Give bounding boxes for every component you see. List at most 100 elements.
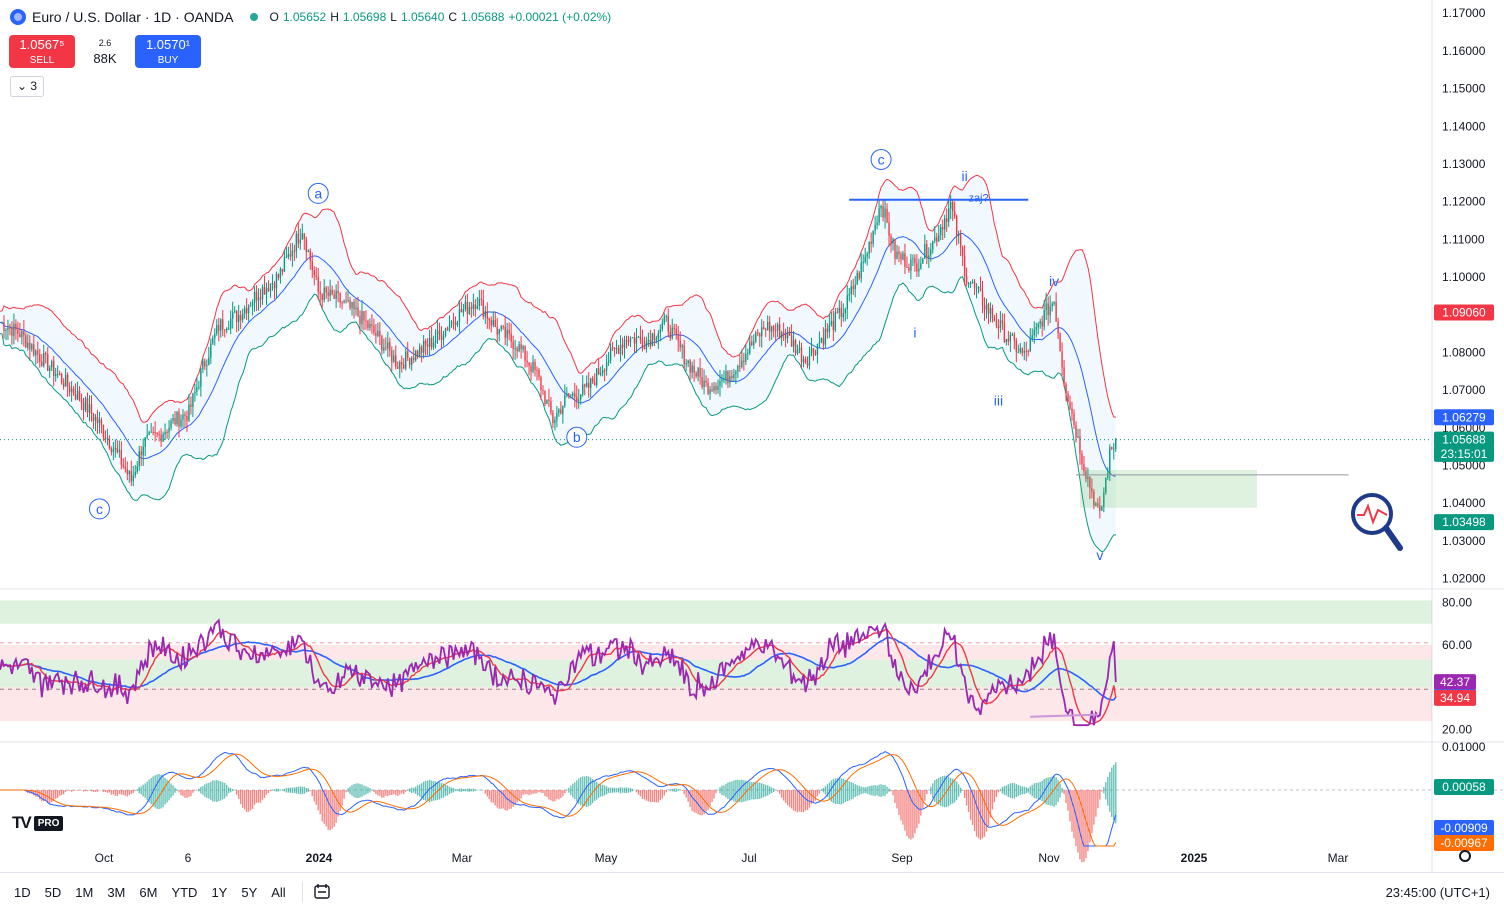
wave-label: iv: [1049, 273, 1059, 289]
timeframe-1m[interactable]: 1M: [69, 882, 99, 903]
candle-body: [528, 362, 529, 366]
candle-body: [15, 324, 16, 330]
symbol-title[interactable]: Euro / U.S. Dollar · 1D · OANDA: [32, 9, 234, 25]
timeframe-6m[interactable]: 6M: [133, 882, 163, 903]
candle-body: [1028, 351, 1029, 352]
timeframe-all[interactable]: All: [265, 882, 291, 903]
candle-body: [958, 235, 959, 236]
candle-body: [316, 275, 317, 277]
candle-body: [805, 359, 806, 364]
candle-body: [379, 331, 380, 336]
candle-body: [232, 313, 233, 319]
candle-body: [133, 475, 134, 481]
candle-body: [552, 413, 553, 423]
candle-body: [5, 330, 6, 331]
timeframe-1d[interactable]: 1D: [8, 882, 37, 903]
candle-body: [361, 311, 362, 324]
candle-body: [7, 328, 8, 330]
timeframe-5d[interactable]: 5D: [39, 882, 68, 903]
candle-body: [11, 328, 12, 336]
candle-body: [588, 383, 589, 388]
candle-body: [693, 366, 694, 373]
candle-body: [29, 343, 30, 350]
candle-body: [888, 222, 889, 236]
candle-body: [882, 206, 883, 218]
candle-body: [465, 302, 466, 309]
price-axis-tick: 1.10000: [1442, 270, 1486, 284]
candle-body: [864, 257, 865, 262]
candle-body: [381, 336, 382, 350]
candle-body: [968, 283, 969, 284]
candle-body: [467, 302, 468, 314]
candle-body: [105, 437, 106, 439]
candle-body: [972, 282, 973, 283]
candle-body: [343, 301, 344, 303]
indicators-toggle-button[interactable]: ⌄ 3: [10, 76, 44, 97]
candle-body: [707, 383, 708, 394]
candle-body: [483, 300, 484, 317]
candle-body: [787, 331, 788, 338]
settings-icon[interactable]: [1459, 850, 1471, 862]
candle-body: [435, 340, 436, 343]
candle-body: [23, 331, 24, 335]
price-axis-tick: 1.13000: [1442, 157, 1486, 171]
candle-body: [857, 273, 858, 285]
candle-body: [765, 329, 766, 330]
candle-body: [1057, 321, 1058, 333]
candle-body: [849, 294, 850, 295]
clock[interactable]: 23:45:00 (UTC+1): [1386, 885, 1490, 900]
price-axis-tick: 1.08000: [1442, 345, 1486, 359]
candle-body: [489, 318, 490, 320]
candle-body: [890, 236, 891, 244]
candle-body: [600, 373, 601, 374]
candle-body: [538, 370, 539, 377]
candle-body: [813, 348, 814, 352]
candle-body: [590, 378, 591, 388]
rsi-upper-band: [0, 645, 1432, 660]
time-axis-tick: May: [595, 851, 618, 865]
timeframe-1y[interactable]: 1Y: [205, 882, 233, 903]
price-axis-tick: 1.14000: [1442, 119, 1486, 133]
timeframe-ytd[interactable]: YTD: [165, 882, 203, 903]
candle-body: [779, 324, 780, 338]
candle-body: [89, 404, 90, 412]
candle-body: [1113, 449, 1114, 450]
candle-body: [713, 386, 714, 390]
candle-body: [1047, 303, 1048, 315]
timeframe-3m[interactable]: 3M: [101, 882, 131, 903]
candle-body: [423, 341, 424, 353]
candle-body: [697, 368, 698, 376]
candle-body: [150, 432, 151, 433]
candle-body: [562, 406, 563, 414]
candle-body: [809, 356, 810, 366]
candle-body: [43, 353, 44, 366]
candle-body: [35, 351, 36, 356]
magnifier-pulse-icon[interactable]: [1353, 495, 1400, 548]
chart-canvas[interactable]: 1.170001.160001.150001.140001.130001.120…: [0, 0, 1504, 872]
wave-label: iii: [994, 392, 1003, 408]
timeframe-5y[interactable]: 5Y: [235, 882, 263, 903]
candle-body: [399, 362, 400, 369]
candle-body: [190, 404, 191, 407]
candle-body: [353, 302, 354, 310]
candle-body: [443, 336, 444, 340]
candle-body: [566, 394, 567, 396]
time-axis-tick: Mar: [452, 851, 473, 865]
replay-icon[interactable]: [313, 883, 333, 901]
candle-body: [178, 411, 179, 426]
candle-body: [616, 348, 617, 349]
candle-body: [926, 244, 927, 258]
candle-body: [872, 231, 873, 244]
candle-body: [777, 324, 778, 330]
rsi-value-text: 42.37: [1440, 675, 1470, 689]
candle-body: [737, 366, 738, 372]
candle-body: [900, 254, 901, 259]
candle-body: [729, 376, 730, 383]
wave-label: v: [1096, 547, 1103, 563]
candle-body: [469, 307, 470, 314]
candle-body: [497, 327, 498, 334]
candle-body: [662, 323, 663, 329]
